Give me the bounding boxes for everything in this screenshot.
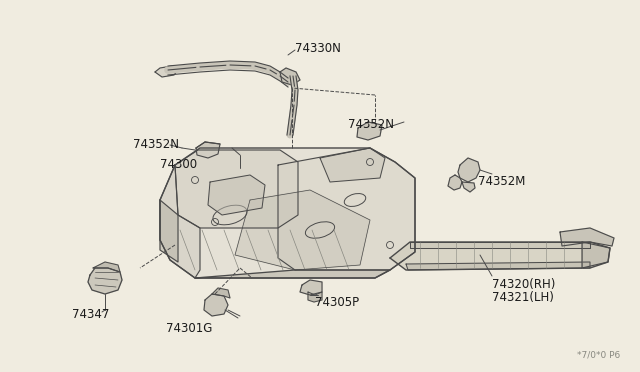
Text: 74352N: 74352N	[348, 118, 394, 131]
Polygon shape	[204, 294, 228, 316]
Polygon shape	[175, 150, 298, 228]
Polygon shape	[582, 242, 610, 268]
Polygon shape	[448, 175, 462, 190]
Text: 74320(RH): 74320(RH)	[492, 278, 556, 291]
Polygon shape	[462, 182, 475, 192]
Polygon shape	[406, 262, 590, 270]
Text: 74347: 74347	[72, 308, 109, 321]
Polygon shape	[160, 200, 178, 262]
Text: 74352N: 74352N	[133, 138, 179, 151]
Polygon shape	[300, 280, 322, 295]
Text: *7/0*0 P6: *7/0*0 P6	[577, 351, 620, 360]
Polygon shape	[208, 175, 265, 215]
Polygon shape	[560, 228, 614, 246]
Text: 74305P: 74305P	[315, 296, 359, 309]
Polygon shape	[93, 262, 120, 272]
Polygon shape	[357, 122, 382, 140]
Polygon shape	[280, 68, 300, 85]
Polygon shape	[278, 148, 415, 270]
Text: 74330N: 74330N	[295, 42, 341, 55]
Polygon shape	[160, 148, 415, 278]
Text: 74321(LH): 74321(LH)	[492, 291, 554, 304]
Text: 74300: 74300	[160, 158, 197, 171]
Polygon shape	[320, 148, 385, 182]
Polygon shape	[308, 292, 322, 302]
Polygon shape	[160, 165, 200, 278]
Polygon shape	[235, 190, 370, 270]
Polygon shape	[88, 268, 122, 294]
Polygon shape	[390, 242, 610, 270]
Polygon shape	[155, 66, 178, 77]
Polygon shape	[212, 288, 230, 298]
Text: 74352M: 74352M	[478, 175, 525, 188]
Text: 74301G: 74301G	[166, 322, 212, 335]
Polygon shape	[195, 270, 390, 278]
Polygon shape	[410, 242, 590, 248]
Polygon shape	[458, 158, 480, 182]
Polygon shape	[196, 142, 220, 158]
